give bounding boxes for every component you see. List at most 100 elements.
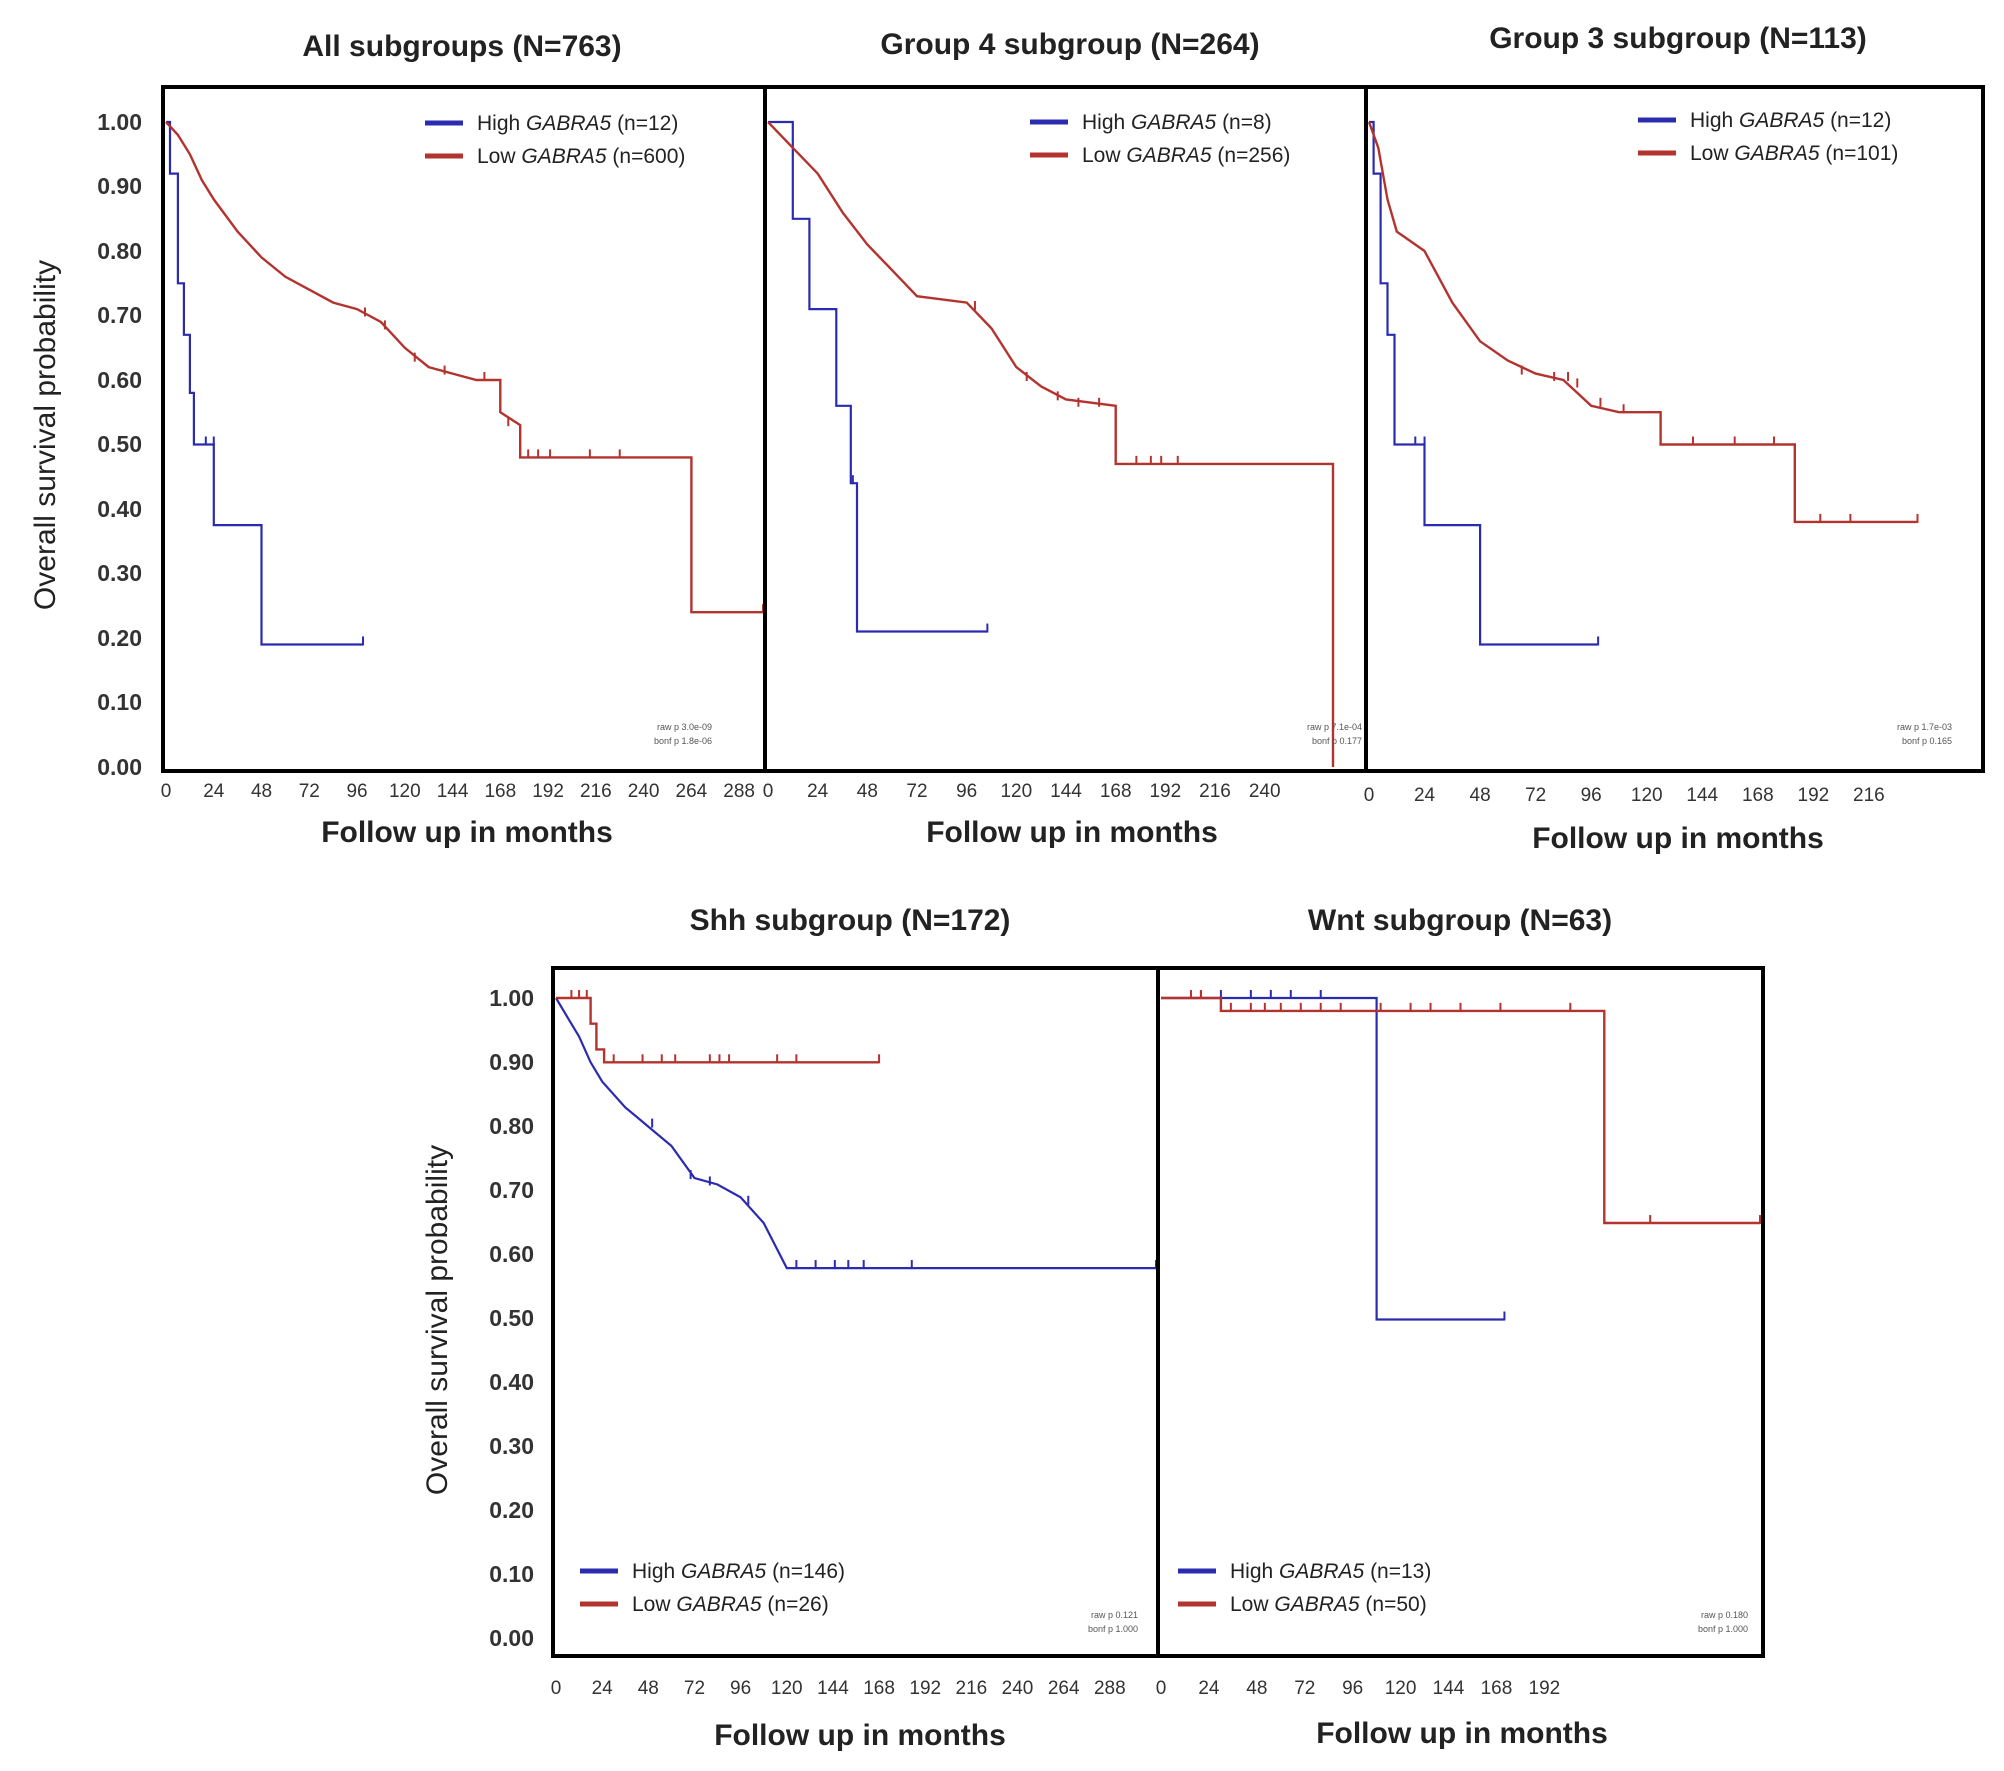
x-axis-label-all: Follow up in months: [321, 816, 613, 849]
x-tick-label: 24: [1414, 785, 1436, 806]
x-axis-label-wnt: Follow up in months: [1316, 1717, 1608, 1750]
x-tick-label: 144: [1433, 1678, 1465, 1699]
x-tick-label: 120: [771, 1678, 803, 1699]
x-tick-label: 264: [676, 781, 708, 802]
legend-label: High GABRA5 (n=13): [1230, 1560, 1431, 1583]
legend-label: High GABRA5 (n=146): [632, 1560, 845, 1583]
x-tick-label: 144: [817, 1678, 849, 1699]
p-value-label: raw p 1.7e-03: [1897, 722, 1952, 732]
legend-label: High GABRA5 (n=12): [1690, 109, 1891, 132]
x-tick-label: 48: [1470, 785, 1491, 806]
y-tick: 0.30: [97, 560, 142, 586]
x-tick-label: 48: [251, 781, 272, 802]
plot-shh-subgroup: 0 24 48 72 96 120 144 168 192 216 240 264 288 High GA…: [551, 990, 1157, 1699]
x-tick-label: 192: [1149, 781, 1181, 802]
x-tick-label: 96: [1581, 785, 1602, 806]
p-value-label: bonf p 1.000: [1088, 1624, 1138, 1634]
survival-curve-low: [1161, 996, 1760, 1225]
x-tick-label: 144: [1050, 781, 1082, 802]
x-tick-label: 72: [684, 1678, 705, 1699]
x-tick-label: 288: [1094, 1678, 1126, 1699]
y-tick: 1.00: [489, 985, 534, 1011]
survival-curve-high: [1369, 120, 1599, 646]
x-tick-label: 264: [1048, 1678, 1080, 1699]
x-tick-label: 168: [1742, 785, 1774, 806]
x-tick-label: 24: [592, 1678, 614, 1699]
p-value-label: raw p 0.121: [1091, 1610, 1138, 1620]
x-tick-label: 120: [389, 781, 421, 802]
x-tick-label: 120: [1000, 781, 1032, 802]
x-tick-label: 144: [1686, 785, 1718, 806]
survival-curve-low: [767, 121, 1335, 767]
chart-title-all: All subgroups (N=763): [302, 30, 621, 63]
x-tick-label: 144: [437, 781, 469, 802]
x-tick-label: 120: [1631, 785, 1663, 806]
x-tick-label: 48: [638, 1678, 659, 1699]
x-tick-label: 168: [863, 1678, 895, 1699]
x-tick-label: 192: [532, 781, 564, 802]
x-axis-label-group3: Follow up in months: [1532, 822, 1824, 855]
legend-label: Low GABRA5 (n=256): [1082, 144, 1290, 167]
y-tick: 0.60: [97, 367, 142, 393]
x-tick-label: 288: [723, 781, 755, 802]
x-tick-label: 0: [161, 781, 172, 802]
p-value-label: bonf p 0.177: [1312, 736, 1362, 746]
survival-curve-high: [1161, 996, 1505, 1321]
y-tick: 0.00: [489, 1625, 534, 1651]
y-tick: 0.80: [489, 1113, 534, 1139]
p-value-label: bonf p 1.8e-06: [654, 736, 712, 746]
y-tick: 0.70: [97, 302, 142, 328]
panel-frame-all: [161, 85, 767, 773]
x-tick-label: 96: [730, 1678, 751, 1699]
y-tick: 0.20: [489, 1497, 534, 1523]
y-ticks-top: 1.00 0.90 0.80 0.70 0.60 0.50 0.40 0.30 …: [97, 109, 142, 780]
y-ticks-bottom: 1.00 0.90 0.80 0.70 0.60 0.50 0.40 0.30 …: [489, 985, 534, 1651]
x-tick-label: 192: [1798, 785, 1830, 806]
y-tick: 0.90: [97, 173, 142, 199]
chart-title-wnt: Wnt subgroup (N=63): [1308, 904, 1612, 937]
plot-group4-subgroup: 0 24 48 72 96 120 144 168 192 216 240 High GABRA5 (…: [763, 111, 1362, 802]
x-tick-label: 216: [956, 1678, 988, 1699]
chart-title-group3: Group 3 subgroup (N=113): [1489, 22, 1867, 55]
x-tick-label: 96: [1342, 1678, 1363, 1699]
panel-frame-shh: [551, 966, 1160, 1658]
x-tick-label: 168: [1481, 1678, 1513, 1699]
plot-wnt-subgroup: 0 24 48 72 96 120 144 168 192 High GABRA5 (n=13) L…: [1156, 990, 1761, 1699]
survival-curve-high: [555, 997, 1156, 1270]
y-tick: 1.00: [97, 109, 142, 135]
y-tick: 0.30: [489, 1433, 534, 1459]
legend-label: Low GABRA5 (n=101): [1690, 142, 1898, 165]
x-tick-label: 240: [628, 781, 660, 802]
x-tick-label: 192: [909, 1678, 941, 1699]
y-tick: 0.00: [97, 754, 142, 780]
y-axis-label-bottom: Overall survival probability: [421, 1145, 454, 1495]
plot-group3-subgroup: 0 24 48 72 96 120 144 168 192 216 High GABRA5 (n=1…: [1364, 109, 1952, 806]
survival-curve-low: [165, 121, 763, 614]
y-tick: 0.50: [489, 1305, 534, 1331]
legend-label: Low GABRA5 (n=600): [477, 145, 685, 168]
panel-frame-group4: [763, 85, 1368, 773]
survival-curve-low: [1367, 121, 1918, 524]
x-tick-label: 24: [807, 781, 829, 802]
y-tick: 0.10: [97, 689, 142, 715]
survival-curve-high: [768, 120, 988, 633]
p-value-label: raw p 0.180: [1701, 1610, 1748, 1620]
legend-label: High GABRA5 (n=12): [477, 112, 678, 135]
x-tick-label: 48: [857, 781, 878, 802]
y-tick: 0.40: [97, 496, 142, 522]
chart-title-shh: Shh subgroup (N=172): [690, 904, 1011, 937]
x-tick-label: 240: [1249, 781, 1281, 802]
x-tick-label: 168: [484, 781, 516, 802]
x-tick-label: 120: [1385, 1678, 1417, 1699]
x-tick-label: 24: [203, 781, 225, 802]
p-value-label: raw p 7.1e-04: [1307, 722, 1362, 732]
x-tick-label: 240: [1002, 1678, 1034, 1699]
x-tick-label: 216: [580, 781, 612, 802]
survival-curve-high: [166, 120, 363, 646]
x-tick-label: 168: [1100, 781, 1132, 802]
x-tick-label: 96: [346, 781, 367, 802]
x-tick-label: 0: [1364, 785, 1375, 806]
x-tick-label: 72: [299, 781, 320, 802]
x-axis-label-group4: Follow up in months: [926, 816, 1218, 849]
